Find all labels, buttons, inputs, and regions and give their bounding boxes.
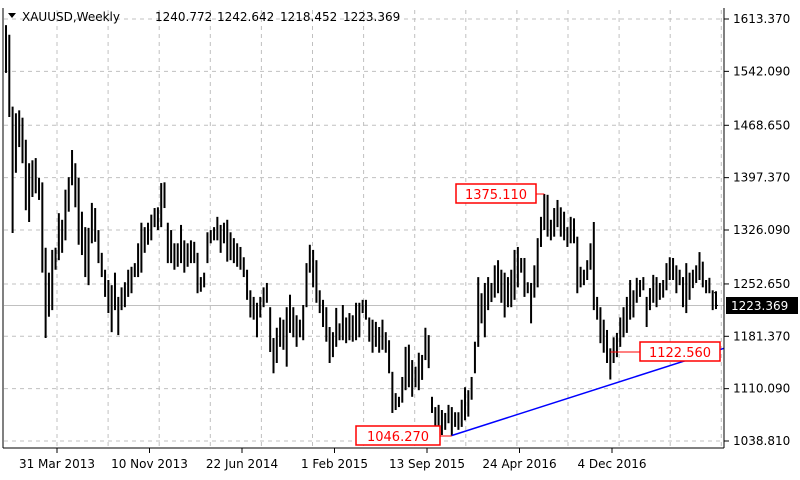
trendline[interactable]: [451, 347, 725, 437]
current-price-label-bg: [726, 297, 798, 314]
annotation-box: [639, 341, 721, 362]
time-axis: 31 Mar 2013 10 Nov 2013 22 Jun 2014 1 Feb 2…: [19, 448, 647, 471]
y-tick-label: 1468.650: [733, 118, 790, 132]
x-tick-label: 31 Mar 2013: [19, 457, 95, 471]
close-value: 1223.369: [343, 10, 400, 24]
y-tick-label: 1613.370: [733, 12, 790, 26]
x-tick-label: 1 Feb 2015: [301, 457, 368, 471]
annotations: 1375.110 1046.270 1122.560: [355, 183, 721, 446]
current-price-label: 1223.369: [731, 299, 788, 313]
y-tick-label: 1542.090: [733, 64, 790, 78]
x-tick-label: 10 Nov 2013: [111, 457, 188, 471]
open-value: 1240.772: [155, 10, 212, 24]
annotation-box: [455, 183, 537, 204]
x-tick-label: 4 Dec 2016: [577, 457, 646, 471]
y-tick-label: 1110.090: [733, 382, 790, 396]
x-tick-label: 22 Jun 2014: [206, 457, 278, 471]
y-tick-label: 1397.370: [733, 171, 790, 185]
price-bars: [5, 25, 718, 436]
annotation-box: [355, 425, 441, 446]
annotation-label: 1046.270: [367, 430, 429, 445]
x-tick-label: 24 Apr 2016: [482, 457, 556, 471]
price-axis: 1613.370 1542.090 1468.650 1397.370 1326.090…: [724, 12, 790, 448]
y-tick-label: 1038.810: [733, 434, 790, 448]
chart-title: XAUUSD,Weekly: [22, 10, 120, 24]
low-value: 1218.452: [280, 10, 337, 24]
x-tick-label: 13 Sep 2015: [389, 457, 465, 471]
y-tick-label: 1326.090: [733, 223, 790, 237]
ohlc-readout: 1240.772 1242.642 1218.452 1223.369: [155, 10, 400, 24]
annotation-label: 1375.110: [465, 188, 527, 203]
y-tick-label: 1252.650: [733, 277, 790, 291]
dropdown-arrow-icon[interactable]: [8, 13, 16, 18]
annotation-label: 1122.560: [649, 346, 711, 361]
high-value: 1242.642: [217, 10, 274, 24]
y-tick-label: 1181.370: [733, 329, 790, 343]
